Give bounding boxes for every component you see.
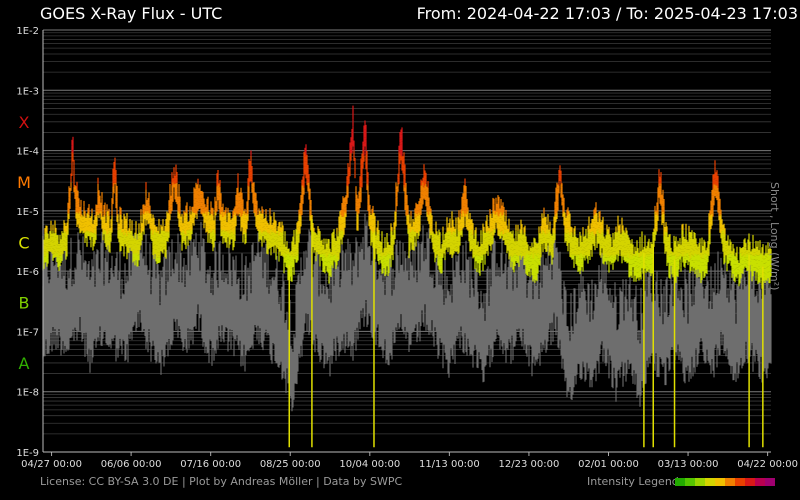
- intensity-legend: [675, 478, 775, 486]
- legend-swatch: [725, 478, 735, 486]
- dropout-lines: [288, 219, 764, 448]
- x-tick-label: 10/04 00:00: [339, 459, 400, 470]
- legend-swatch: [755, 478, 765, 486]
- y-tick-label: 1E-8: [16, 388, 39, 399]
- flare-class-label: A: [19, 354, 30, 373]
- y-tick-label: 1E-2: [16, 26, 39, 37]
- x-tick-label: 03/13 00:00: [658, 459, 719, 470]
- long-series: [42, 105, 772, 289]
- y-axis-label: Short , Long (W/m²): [768, 182, 781, 291]
- credits: License: CC BY-SA 3.0 DE | Plot by Andre…: [40, 475, 403, 488]
- flare-class-label: B: [19, 294, 30, 313]
- axes: 1E-2 1E-3 1E-4 1E-5 1E-6 1E-7 1E-8 1E-9 X M C B A 04/…: [16, 26, 798, 470]
- y-axis-side-label: Short , Long (W/m²): [768, 182, 796, 342]
- legend-swatch: [675, 478, 685, 486]
- legend-swatch: [765, 478, 775, 486]
- intensity-legend-label: Intensity Legend: [587, 475, 679, 488]
- y-tick-label: 1E-5: [16, 207, 39, 218]
- x-tick-label: 06/06 00:00: [101, 459, 162, 470]
- legend-swatch: [695, 478, 705, 486]
- x-tick-label: 02/01 00:00: [578, 459, 639, 470]
- chart-title: GOES X-Ray Flux - UTC: [40, 4, 223, 23]
- x-tick-label: 04/22 00:00: [737, 459, 798, 470]
- legend-swatch: [735, 478, 745, 486]
- x-tick-label: 07/16 00:00: [180, 459, 241, 470]
- y-tick-label: 1E-4: [16, 147, 39, 158]
- legend-swatch: [685, 478, 695, 486]
- y-tick-label: 1E-3: [16, 86, 39, 97]
- flare-class-label: C: [18, 233, 29, 252]
- date-from: From: 2024-04-22 17:03: [416, 4, 611, 23]
- date-to: To: 2025-04-23 17:03: [626, 4, 799, 23]
- legend-swatch: [715, 478, 725, 486]
- x-tick-label: 12/23 00:00: [499, 459, 560, 470]
- legend-swatch: [745, 478, 755, 486]
- x-tick-label: 04/27 00:00: [21, 459, 82, 470]
- y-tick-label: 1E-7: [16, 327, 39, 338]
- date-separator: /: [616, 4, 622, 23]
- y-tick-label: 1E-9: [16, 448, 39, 459]
- flare-class-label: X: [19, 113, 30, 132]
- flare-class-label: M: [17, 173, 31, 192]
- x-tick-label: 11/13 00:00: [419, 459, 480, 470]
- y-tick-label: 1E-6: [16, 267, 39, 278]
- x-tick-label: 08/25 00:00: [260, 459, 321, 470]
- legend-swatch: [705, 478, 715, 486]
- date-range: From: 2024-04-22 17:03 / To: 2025-04-23 …: [417, 4, 798, 23]
